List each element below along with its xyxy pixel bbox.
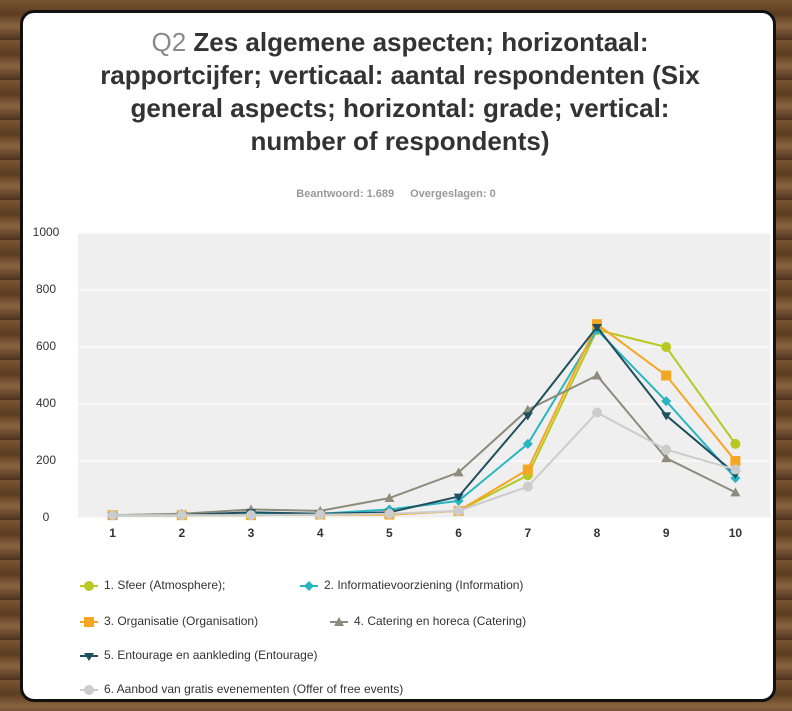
x-tick-label: 9 <box>663 526 670 540</box>
marker <box>730 439 740 449</box>
legend-label: 1. Sfeer (Atmosphere); <box>104 578 225 592</box>
marker <box>523 465 533 475</box>
legend-marker <box>84 685 94 695</box>
marker <box>108 510 118 520</box>
marker <box>592 408 602 418</box>
legend-label: 6. Aanbod van gratis evenementen (Offer … <box>104 682 403 696</box>
x-tick-label: 4 <box>317 526 324 540</box>
legend-label: 2. Informatievoorziening (Information) <box>324 578 523 592</box>
x-tick-label: 3 <box>248 526 255 540</box>
y-tick-label: 200 <box>36 453 56 467</box>
marker <box>730 456 740 466</box>
x-tick-label: 8 <box>594 526 601 540</box>
y-tick-label: 1000 <box>33 225 60 239</box>
y-tick-label: 800 <box>36 282 56 296</box>
marker <box>454 506 464 516</box>
legend-marker <box>84 581 94 591</box>
marker <box>523 482 533 492</box>
x-tick-label: 1 <box>109 526 116 540</box>
x-tick-label: 7 <box>524 526 531 540</box>
x-tick-label: 10 <box>729 526 743 540</box>
marker <box>315 510 325 520</box>
marker <box>661 371 671 381</box>
marker <box>730 465 740 475</box>
marker <box>661 342 671 352</box>
legend-marker <box>84 617 94 627</box>
x-tick-label: 5 <box>386 526 393 540</box>
legend-label: 4. Catering en horeca (Catering) <box>354 614 526 628</box>
y-tick-label: 0 <box>43 510 50 524</box>
x-tick-label: 6 <box>455 526 462 540</box>
page: {"chart_data": {"type": "line", "questio… <box>0 0 792 711</box>
marker <box>384 509 394 519</box>
marker <box>177 510 187 520</box>
x-tick-label: 2 <box>178 526 185 540</box>
marker <box>246 510 256 520</box>
marker <box>661 445 671 455</box>
y-tick-label: 600 <box>36 339 56 353</box>
legend-label: 3. Organisatie (Organisation) <box>104 614 258 628</box>
legend-marker <box>304 581 314 591</box>
y-tick-label: 400 <box>36 396 56 410</box>
legend-label: 5. Entourage en aankleding (Entourage) <box>104 648 318 662</box>
chart: 0 200 400 600 800 1000 1 2 3 4 5 6 7 8 9 10 1. Sfeer (At… <box>0 0 792 711</box>
